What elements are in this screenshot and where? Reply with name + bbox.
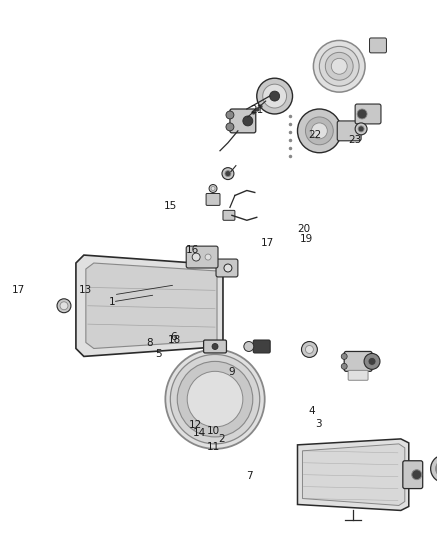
Circle shape (305, 345, 314, 353)
Circle shape (325, 52, 353, 80)
Text: 12: 12 (188, 421, 201, 430)
Text: 15: 15 (164, 200, 177, 211)
Text: 17: 17 (261, 238, 274, 248)
Text: 2: 2 (219, 434, 226, 444)
Circle shape (319, 46, 359, 86)
Polygon shape (76, 255, 223, 357)
Text: 17: 17 (12, 285, 25, 295)
Circle shape (412, 470, 422, 480)
Circle shape (165, 350, 265, 449)
Text: 19: 19 (300, 234, 313, 244)
Text: 16: 16 (186, 245, 200, 255)
Text: 13: 13 (79, 285, 92, 295)
Text: 3: 3 (315, 419, 321, 429)
FancyBboxPatch shape (403, 461, 423, 489)
FancyBboxPatch shape (348, 370, 368, 380)
Text: 23: 23 (348, 135, 361, 146)
Text: 14: 14 (193, 429, 206, 438)
Circle shape (226, 123, 234, 131)
Circle shape (211, 187, 215, 190)
FancyBboxPatch shape (370, 38, 386, 53)
Circle shape (177, 361, 253, 437)
Circle shape (205, 254, 211, 260)
Text: 8: 8 (146, 338, 153, 348)
Polygon shape (303, 444, 405, 505)
Circle shape (364, 353, 380, 369)
Text: 6: 6 (170, 332, 177, 342)
FancyBboxPatch shape (355, 104, 381, 124)
FancyBboxPatch shape (230, 109, 256, 133)
Circle shape (60, 302, 68, 310)
Circle shape (368, 358, 376, 365)
Circle shape (209, 184, 217, 192)
FancyBboxPatch shape (253, 340, 270, 353)
Circle shape (297, 109, 341, 153)
Circle shape (355, 123, 367, 135)
Polygon shape (86, 263, 217, 349)
Circle shape (57, 299, 71, 313)
Text: 4: 4 (308, 406, 314, 416)
Circle shape (305, 117, 333, 145)
Text: 9: 9 (229, 367, 235, 377)
Circle shape (331, 58, 347, 74)
FancyBboxPatch shape (216, 259, 238, 277)
Circle shape (311, 123, 327, 139)
Circle shape (192, 253, 200, 261)
Text: 1: 1 (109, 297, 116, 307)
Circle shape (357, 109, 367, 119)
FancyBboxPatch shape (206, 193, 220, 205)
Circle shape (263, 84, 286, 108)
FancyBboxPatch shape (337, 121, 361, 141)
Circle shape (243, 116, 253, 126)
Circle shape (226, 111, 234, 119)
Circle shape (257, 78, 293, 114)
FancyBboxPatch shape (186, 246, 218, 268)
Circle shape (341, 353, 347, 359)
Circle shape (225, 171, 231, 176)
Circle shape (222, 168, 234, 180)
Circle shape (170, 354, 260, 444)
Text: 20: 20 (297, 224, 311, 235)
Circle shape (431, 455, 438, 482)
Polygon shape (297, 439, 409, 511)
Circle shape (341, 364, 347, 369)
Circle shape (224, 264, 232, 272)
Circle shape (244, 342, 254, 351)
Circle shape (212, 343, 218, 350)
FancyBboxPatch shape (344, 351, 372, 372)
Text: 5: 5 (155, 350, 162, 359)
FancyBboxPatch shape (223, 211, 235, 220)
Text: 7: 7 (246, 471, 253, 481)
Circle shape (301, 342, 318, 358)
Circle shape (314, 41, 365, 92)
Circle shape (436, 460, 438, 478)
Text: 11: 11 (207, 441, 220, 451)
Circle shape (270, 91, 279, 101)
Text: 18: 18 (168, 335, 181, 345)
Text: 21: 21 (251, 105, 264, 115)
FancyBboxPatch shape (204, 340, 226, 353)
Text: 22: 22 (308, 130, 321, 140)
Circle shape (187, 372, 243, 427)
Text: 10: 10 (207, 426, 220, 435)
Circle shape (358, 126, 364, 132)
